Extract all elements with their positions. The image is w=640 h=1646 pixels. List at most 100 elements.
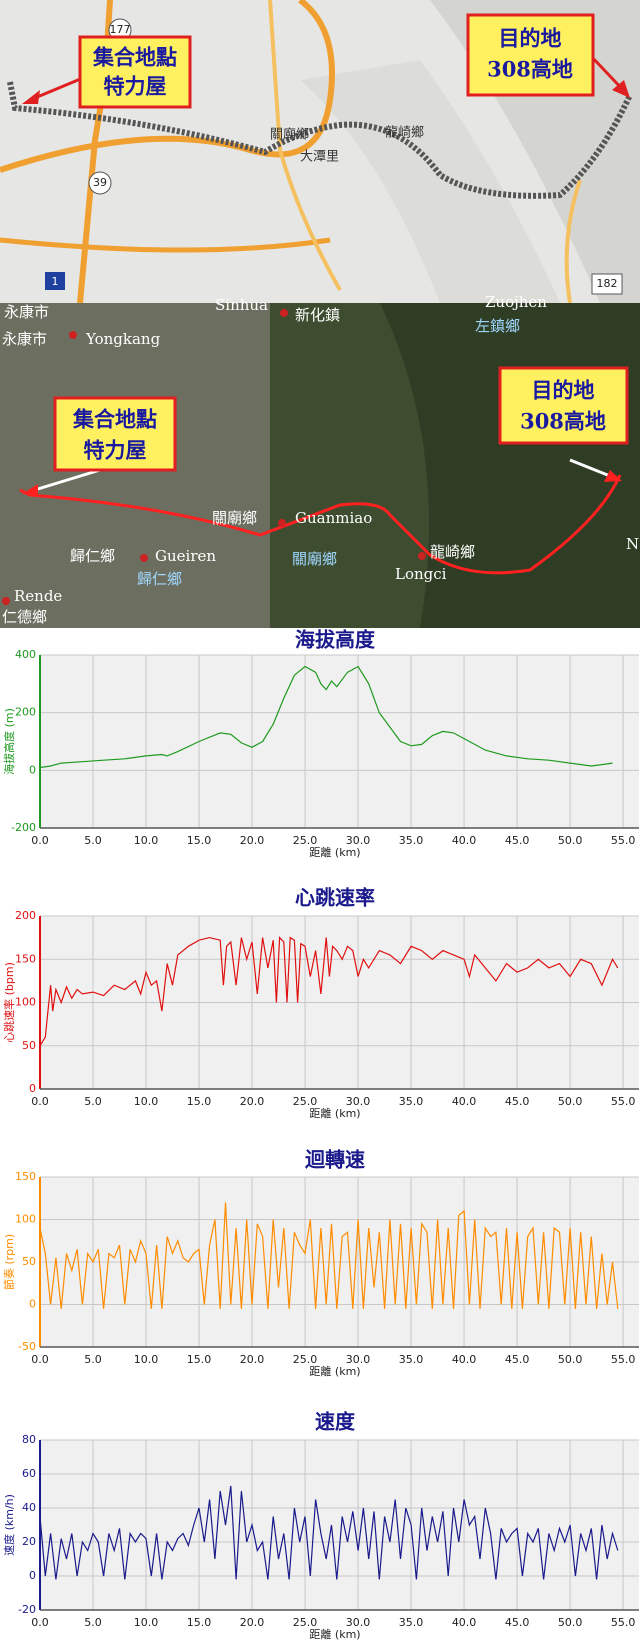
- x-tick-label: 20.0: [240, 1616, 265, 1629]
- callout-text: 特力屋: [104, 74, 167, 99]
- x-tick-label: 5.0: [84, 1616, 102, 1629]
- x-tick-label: 20.0: [240, 834, 265, 847]
- x-tick-label: 5.0: [84, 1353, 102, 1366]
- street-map: 177 39 1 182 龍崎鄉 關廟鄉 大潭里 集合地點 特力屋 目的地 30…: [0, 0, 640, 304]
- data-line: [39, 1202, 619, 1309]
- place-label: 關廟鄉: [292, 550, 337, 568]
- place-label: 歸仁鄉: [137, 570, 182, 588]
- x-tick-label: 25.0: [293, 1095, 318, 1108]
- y-axis-label: 海拔高度 (m): [2, 708, 16, 775]
- x-tick-label: 45.0: [505, 1353, 530, 1366]
- place-label: Rende: [14, 587, 62, 605]
- x-tick-label: 0.0: [31, 1616, 49, 1629]
- y-tick-label: 50: [22, 1039, 36, 1052]
- y-tick-label: -200: [11, 821, 36, 834]
- data-line: [39, 936, 619, 1047]
- data-line: [39, 1485, 619, 1580]
- callout-text: 目的地: [499, 26, 562, 51]
- y-tick-label: 0: [29, 1569, 36, 1582]
- y-tick-label: 40: [22, 1501, 36, 1514]
- x-tick-label: 30.0: [346, 1353, 371, 1366]
- x-axis-label: 距離 (km): [309, 1364, 360, 1378]
- x-tick-label: 10.0: [134, 1353, 159, 1366]
- x-tick-label: 45.0: [505, 1095, 530, 1108]
- y-tick-label: 100: [15, 1213, 36, 1226]
- x-tick-label: 50.0: [558, 1616, 583, 1629]
- x-tick-label: 50.0: [558, 834, 583, 847]
- road-label: 39: [93, 176, 107, 189]
- y-tick-label: 100: [15, 996, 36, 1009]
- callout-text: 特力屋: [84, 438, 147, 463]
- callout-text: 308高地: [487, 57, 573, 82]
- place-label: 關廟鄉: [270, 127, 309, 143]
- y-axis-label: 心跳速率 (bpm): [2, 962, 16, 1043]
- x-tick-label: 35.0: [399, 834, 424, 847]
- y-tick-label: 0: [29, 1298, 36, 1311]
- place-label: N: [626, 535, 639, 553]
- y-tick-label: 0: [29, 763, 36, 776]
- x-tick-label: 10.0: [134, 834, 159, 847]
- chart-title: 心跳速率: [295, 886, 375, 910]
- place-label: 永康市: [4, 303, 49, 321]
- x-axis-label: 距離 (km): [309, 1627, 360, 1641]
- x-tick-label: 35.0: [399, 1353, 424, 1366]
- place-label: 關廟鄉: [212, 509, 257, 527]
- y-tick-label: -20: [18, 1603, 36, 1616]
- callout-text: 308高地: [520, 409, 606, 434]
- x-tick-label: 40.0: [452, 1095, 477, 1108]
- x-tick-label: 45.0: [505, 1616, 530, 1629]
- place-label: 大潭里: [300, 150, 339, 165]
- place-label: Yongkang: [85, 330, 161, 348]
- x-tick-label: 55.0: [611, 834, 636, 847]
- place-label: 龍崎鄉: [385, 125, 424, 141]
- plot-area: [40, 1440, 639, 1610]
- place-label: 仁德鄉: [2, 608, 47, 626]
- y-tick-label: 60: [22, 1467, 36, 1480]
- chart-title: 速度: [315, 1410, 356, 1434]
- x-tick-label: 20.0: [240, 1353, 265, 1366]
- x-tick-label: 30.0: [346, 1095, 371, 1108]
- place-label: 龍崎鄉: [430, 543, 475, 561]
- x-tick-label: 30.0: [346, 1616, 371, 1629]
- y-tick-label: 150: [15, 1170, 36, 1183]
- place-label: Sinhua: [215, 296, 268, 314]
- chart-title: 海拔高度: [295, 628, 376, 652]
- x-tick-label: 50.0: [558, 1353, 583, 1366]
- x-tick-label: 45.0: [505, 834, 530, 847]
- place-label: Longci: [395, 565, 447, 583]
- x-tick-label: 20.0: [240, 1095, 265, 1108]
- y-tick-label: -50: [18, 1340, 36, 1353]
- y-axis-label: 速度 (km/h): [2, 1494, 16, 1556]
- place-label: 左鎮鄉: [475, 317, 520, 335]
- y-axis-label: 節奏 (rpm): [2, 1234, 16, 1290]
- plot-area: [40, 655, 639, 828]
- callout-text: 集合地點: [92, 45, 177, 70]
- y-tick-label: 200: [15, 706, 36, 719]
- x-tick-label: 55.0: [611, 1095, 636, 1108]
- x-tick-label: 5.0: [84, 1095, 102, 1108]
- y-tick-label: 0: [29, 1082, 36, 1095]
- x-tick-label: 10.0: [134, 1095, 159, 1108]
- x-tick-label: 25.0: [293, 834, 318, 847]
- x-tick-label: 10.0: [134, 1616, 159, 1629]
- x-axis-label: 距離 (km): [309, 845, 360, 859]
- x-axis-label: 距離 (km): [309, 1106, 360, 1120]
- x-tick-label: 15.0: [187, 834, 212, 847]
- place-label: 新化鎮: [295, 306, 340, 324]
- y-tick-label: 200: [15, 909, 36, 922]
- x-tick-label: 35.0: [399, 1616, 424, 1629]
- x-tick-label: 25.0: [293, 1353, 318, 1366]
- y-tick-label: 50: [22, 1255, 36, 1268]
- place-label: Zuojhen: [485, 293, 547, 311]
- x-tick-label: 40.0: [452, 1616, 477, 1629]
- road-label: 182: [597, 277, 618, 290]
- satellite-map: 永康市 永康市 Yongkang Sinhua 新化鎮 Zuojhen 左鎮鄉 …: [0, 293, 640, 628]
- x-tick-label: 50.0: [558, 1095, 583, 1108]
- road-label: 177: [110, 23, 131, 36]
- y-tick-label: 20: [22, 1535, 36, 1548]
- callout-text: 目的地: [532, 378, 595, 403]
- callout-text: 集合地點: [72, 407, 157, 432]
- place-label: 永康市: [2, 330, 47, 348]
- road-label: 1: [52, 275, 59, 288]
- place-label: 歸仁鄉: [70, 547, 115, 565]
